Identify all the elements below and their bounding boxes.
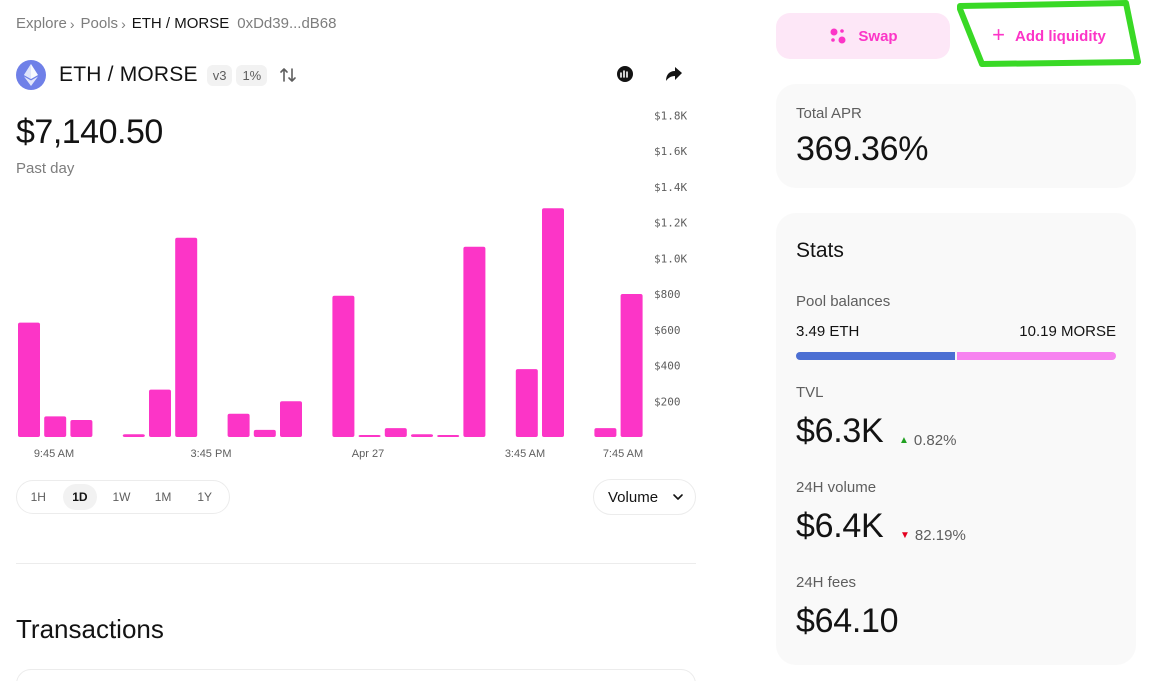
y-axis-tick-label: $1.4K [654, 181, 687, 194]
tvl-change-value: 0.82% [913, 432, 957, 449]
y-axis-tick-label: $1.0K [654, 252, 687, 265]
apr-card: Total APR 369.36% [776, 84, 1136, 188]
balance-bar-token-a [796, 352, 955, 360]
time-range-1w[interactable]: 1W [112, 490, 131, 504]
y-axis-tick-label: $600 [654, 324, 681, 337]
pool-balances-label: Pool balances [796, 293, 891, 310]
y-axis-tick-label: $200 [654, 395, 681, 408]
apr-value: 369.36% [796, 130, 929, 168]
breadcrumb-explore[interactable]: Explore [16, 15, 67, 32]
fee-tier-badge: 1% [236, 64, 268, 86]
balance-token-a: 3.49 ETH [796, 323, 860, 340]
swap-button-label: Swap [858, 27, 898, 45]
tvl-label: TVL [796, 384, 824, 401]
y-axis-tick-label: $1.6K [654, 145, 687, 158]
section-divider [16, 563, 696, 564]
triangle-up-icon: ▲ [899, 435, 909, 446]
plus-icon: + [992, 22, 1006, 47]
x-axis-tick-label: 9:45 AM [34, 448, 74, 460]
swap-button[interactable]: Swap [776, 13, 950, 59]
add-liquidity-label: Add liquidity [1015, 27, 1106, 45]
chart-bar[interactable] [332, 295, 355, 437]
volume-value: $6.4K [796, 507, 884, 545]
chart-bar[interactable] [175, 237, 198, 437]
stats-card: Stats Pool balances 3.49 ETH 10.19 MORSE… [776, 213, 1136, 665]
swap-icon [828, 26, 848, 46]
time-range-1h[interactable]: 1H [30, 490, 46, 504]
fees-value: $64.10 [796, 602, 899, 640]
chart-bar[interactable] [122, 434, 145, 437]
breadcrumb-separator: › [121, 15, 126, 32]
breadcrumb-pools[interactable]: Pools [80, 15, 119, 32]
y-axis-tick-label: $800 [654, 288, 681, 301]
x-axis-tick-label: Apr 27 [352, 448, 384, 460]
pool-address[interactable]: 0xDd39...dB68 [237, 15, 337, 32]
chart-bar[interactable] [515, 369, 538, 437]
tvl-value: $6.3K [796, 412, 884, 450]
chart-type-label: Volume [608, 488, 659, 506]
chart-bar[interactable] [411, 434, 433, 437]
time-range-1m[interactable]: 1M [154, 490, 172, 504]
x-axis-tick-label: 3:45 PM [191, 448, 232, 460]
chevron-down-icon [671, 490, 685, 508]
add-liquidity-button[interactable]: + Add liquidity [962, 13, 1136, 59]
x-axis-tick-label: 3:45 AM [505, 448, 545, 460]
volume-label: 24H volume [796, 479, 877, 496]
time-range-1d[interactable]: 1D [62, 484, 98, 510]
explorer-icon[interactable] [613, 62, 637, 86]
chart-bar[interactable] [542, 208, 564, 437]
y-axis-tick-label: $1.2K [654, 217, 687, 230]
balance-bar-token-b [957, 352, 1116, 360]
time-range-1y[interactable]: 1Y [197, 490, 213, 504]
chart-bar[interactable] [227, 413, 250, 437]
pool-balances-row: 3.49 ETH 10.19 MORSE [796, 323, 1116, 340]
chart-bar[interactable] [594, 428, 617, 437]
chart-bar[interactable] [358, 435, 381, 437]
version-badge: v3 [206, 64, 233, 86]
balance-token-b: 10.19 MORSE [1019, 323, 1116, 340]
chart-bar[interactable] [44, 416, 67, 437]
y-axis-tick-label: $400 [654, 360, 681, 373]
chart-bar[interactable] [384, 428, 407, 437]
chart-bar[interactable] [253, 429, 276, 437]
chart-price-value: $7,140.50 [16, 113, 163, 151]
y-axis-tick-label: $1.8K [654, 109, 687, 122]
chart-price-period: Past day [16, 160, 75, 177]
volume-chart[interactable]: $200 $400 $600 $800 $1.0K $1.2K $1.4K $1.6K $1.8… [0, 100, 700, 470]
chart-bar[interactable] [149, 389, 171, 437]
breadcrumb-separator: › [69, 15, 75, 32]
pool-header: ETH / MORSE v3 1% [16, 59, 299, 91]
time-range-selector: 1H 1D 1W 1M 1Y [16, 480, 230, 514]
chart-bar[interactable] [70, 420, 93, 437]
breadcrumb: Explore › Pools › ETH / MORSE 0xDd39...d… [16, 15, 337, 32]
swap-arrows-icon[interactable] [277, 64, 299, 86]
pool-balance-bar [796, 352, 1116, 360]
breadcrumb-current: ETH / MORSE [131, 15, 230, 32]
volume-change-value: 82.19% [914, 527, 966, 544]
chart-bar[interactable] [437, 435, 460, 437]
stats-title: Stats [796, 239, 844, 262]
chart-bar[interactable] [620, 294, 643, 437]
x-axis-tick-label: 7:45 AM [603, 448, 643, 460]
apr-label: Total APR [796, 105, 862, 122]
eth-icon [16, 60, 46, 90]
transactions-table [16, 669, 696, 681]
chart-bar[interactable] [463, 246, 486, 437]
transactions-title: Transactions [16, 614, 164, 644]
pool-pair-name: ETH / MORSE [59, 63, 198, 86]
volume-change: ▼ 82.19% [900, 527, 966, 544]
share-icon[interactable] [662, 62, 686, 86]
triangle-down-icon: ▼ [900, 530, 910, 541]
fees-label: 24H fees [796, 574, 857, 591]
chart-type-dropdown[interactable]: Volume [593, 479, 696, 515]
chart-bar[interactable] [280, 401, 302, 437]
chart-bar[interactable] [18, 322, 40, 437]
tvl-change: ▲ 0.82% [899, 432, 956, 449]
